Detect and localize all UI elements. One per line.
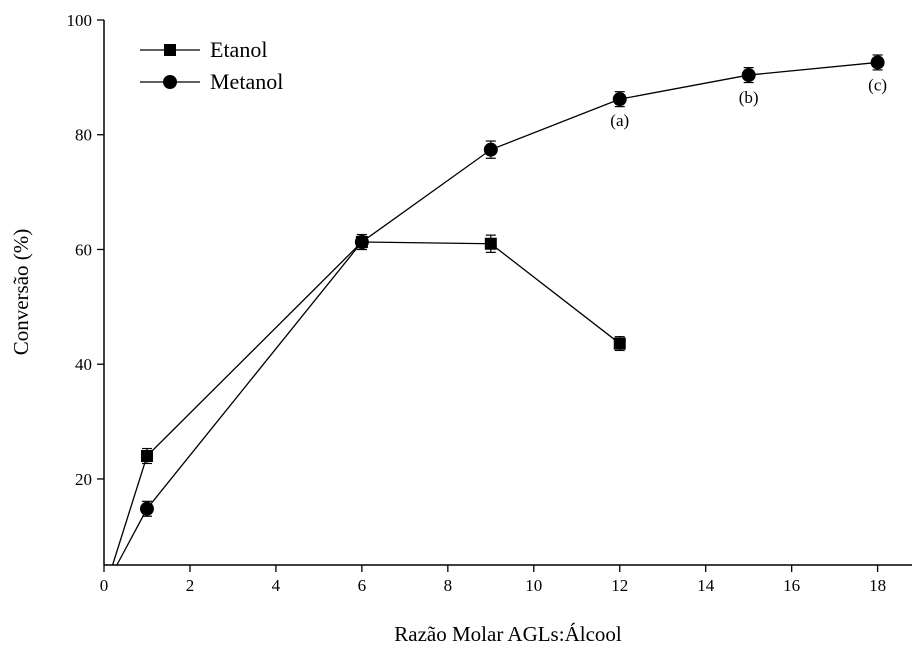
y-tick-label: 100 xyxy=(67,11,93,30)
y-tick-label: 20 xyxy=(75,470,92,489)
legend-marker-etanol xyxy=(164,44,176,56)
x-tick-label: 0 xyxy=(100,576,109,595)
x-tick-label: 8 xyxy=(444,576,453,595)
legend-label-metanol: Metanol xyxy=(210,69,283,94)
data-point-etanol xyxy=(140,450,153,462)
x-tick-label: 14 xyxy=(697,576,715,595)
series-line-metanol xyxy=(116,61,878,566)
y-tick-label: 80 xyxy=(75,126,92,145)
x-axis-title: Razão Molar AGLs:Álcool xyxy=(394,622,622,645)
annotation-label: (c) xyxy=(868,76,887,95)
y-tick-label: 60 xyxy=(75,240,92,259)
legend: Etanol Metanol xyxy=(140,37,283,94)
x-tick-label: 10 xyxy=(525,576,542,595)
data-point-metanol xyxy=(354,235,369,250)
y-axis-title: Conversão (%) xyxy=(9,229,33,356)
annotation-layer: (a) (b) (c) xyxy=(610,76,887,131)
series-layer xyxy=(111,54,885,566)
x-tick-label: 12 xyxy=(611,576,628,595)
axis-ticks: 0 2 4 6 8 10 12 14 16 18 20 40 60 80 100 xyxy=(67,11,887,595)
x-tick-label: 4 xyxy=(272,576,281,595)
annotation-label: (a) xyxy=(610,111,629,130)
legend-label-etanol: Etanol xyxy=(210,37,267,62)
series-metanol xyxy=(116,54,885,566)
data-point-metanol xyxy=(483,142,498,157)
series-etanol xyxy=(111,233,626,566)
data-point-etanol xyxy=(484,237,497,250)
x-tick-label: 6 xyxy=(358,576,367,595)
series-line-etanol xyxy=(111,241,621,566)
data-point-metanol xyxy=(139,501,154,516)
data-point-etanol xyxy=(613,337,626,350)
x-tick-label: 2 xyxy=(186,576,195,595)
y-tick-label: 40 xyxy=(75,355,92,374)
annotation-label: (b) xyxy=(739,88,759,107)
data-point-metanol xyxy=(870,55,885,70)
x-tick-label: 16 xyxy=(783,576,800,595)
legend-marker-metanol xyxy=(163,75,177,89)
x-tick-label: 18 xyxy=(869,576,886,595)
data-point-metanol xyxy=(741,68,756,83)
data-point-metanol xyxy=(612,92,627,107)
axes xyxy=(103,20,912,566)
